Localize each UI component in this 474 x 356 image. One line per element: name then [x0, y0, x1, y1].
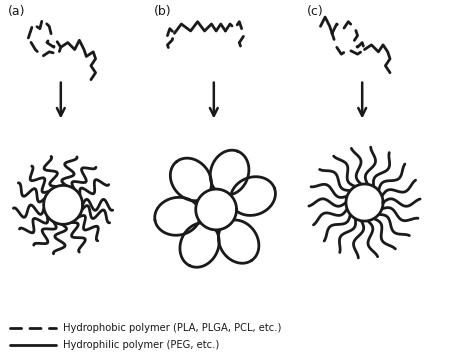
Polygon shape	[180, 223, 219, 267]
Text: Hydrophobic polymer (PLA, PLGA, PCL, etc.): Hydrophobic polymer (PLA, PLGA, PCL, etc…	[63, 323, 282, 333]
Text: (c): (c)	[307, 5, 323, 18]
Text: Hydrophilic polymer (PEG, etc.): Hydrophilic polymer (PEG, etc.)	[63, 340, 219, 350]
Polygon shape	[44, 185, 82, 224]
Polygon shape	[170, 158, 211, 201]
Text: (a): (a)	[8, 5, 25, 18]
Polygon shape	[196, 189, 237, 230]
Polygon shape	[219, 220, 259, 263]
Polygon shape	[155, 197, 200, 235]
Polygon shape	[230, 177, 275, 215]
Polygon shape	[210, 150, 249, 195]
Polygon shape	[346, 184, 383, 221]
Text: (b): (b)	[154, 5, 171, 18]
